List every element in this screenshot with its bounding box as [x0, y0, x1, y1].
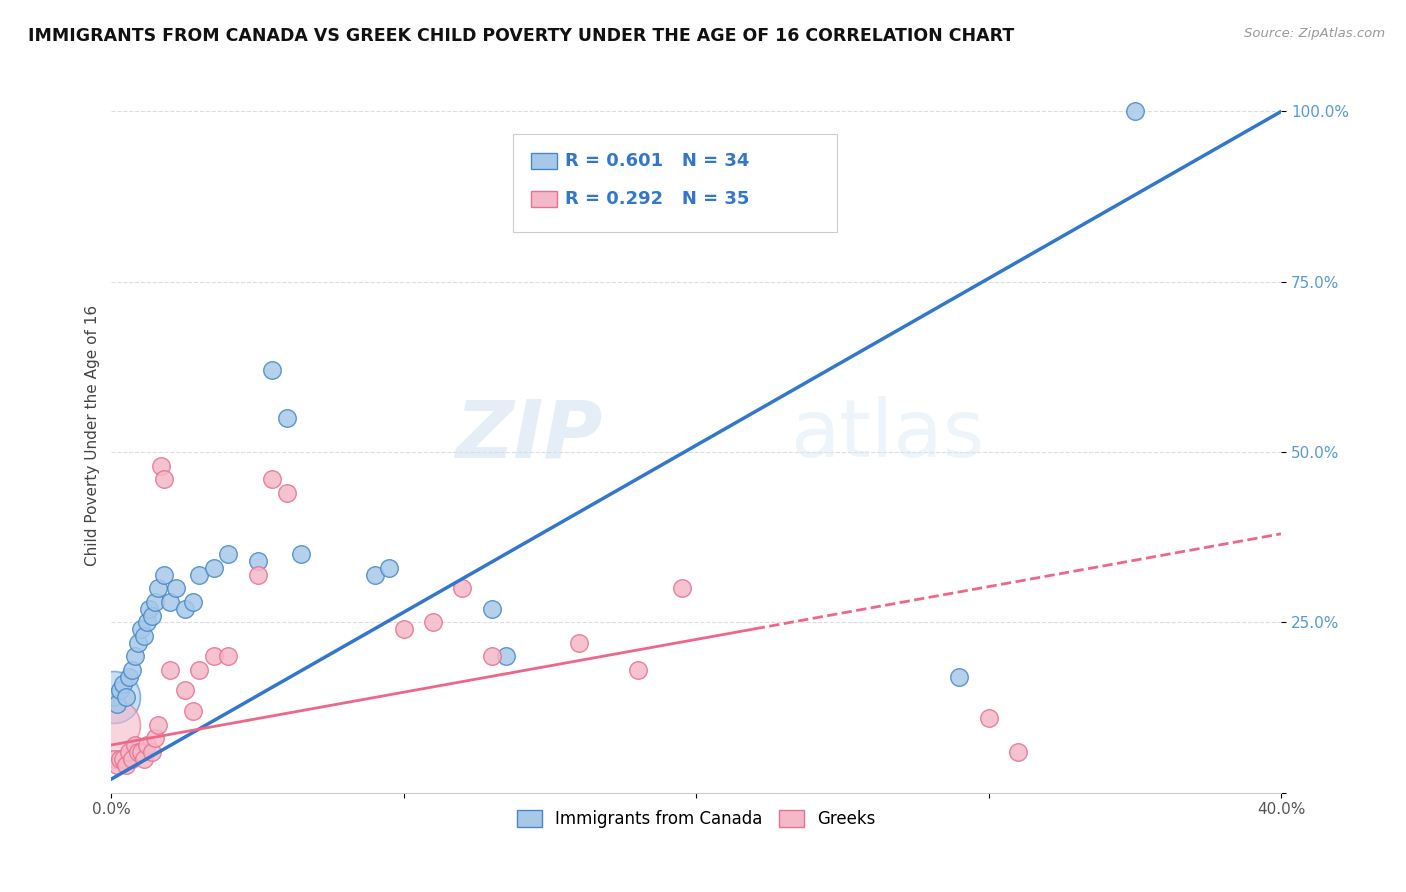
- Point: [103, 717, 125, 731]
- Point: [132, 751, 155, 765]
- Point: [217, 649, 239, 664]
- Point: [129, 745, 152, 759]
- Point: [105, 758, 128, 772]
- Point: [165, 582, 187, 596]
- Point: [118, 745, 141, 759]
- Text: ZIP: ZIP: [456, 396, 603, 474]
- Point: [105, 697, 128, 711]
- Point: [129, 622, 152, 636]
- Point: [1007, 745, 1029, 759]
- Point: [124, 738, 146, 752]
- Point: [977, 711, 1000, 725]
- Point: [202, 561, 225, 575]
- Legend: Immigrants from Canada, Greeks: Immigrants from Canada, Greeks: [510, 803, 883, 834]
- Point: [153, 472, 176, 486]
- Point: [173, 601, 195, 615]
- Point: [141, 745, 163, 759]
- Point: [948, 670, 970, 684]
- Point: [276, 411, 298, 425]
- Point: [451, 582, 474, 596]
- Point: [103, 690, 125, 705]
- Point: [246, 567, 269, 582]
- Point: [181, 704, 204, 718]
- Point: [422, 615, 444, 630]
- Point: [148, 582, 170, 596]
- Point: [276, 486, 298, 500]
- Point: [135, 615, 157, 630]
- Point: [246, 554, 269, 568]
- Point: [568, 636, 591, 650]
- Point: [143, 595, 166, 609]
- Point: [481, 601, 503, 615]
- Point: [138, 601, 160, 615]
- Point: [103, 751, 125, 765]
- Point: [217, 547, 239, 561]
- Point: [112, 751, 135, 765]
- Point: [181, 595, 204, 609]
- Point: [148, 717, 170, 731]
- Point: [363, 567, 385, 582]
- Point: [127, 745, 149, 759]
- Point: [262, 472, 284, 486]
- Point: [124, 649, 146, 664]
- Point: [153, 567, 176, 582]
- Point: [495, 649, 517, 664]
- Point: [627, 663, 650, 677]
- Point: [202, 649, 225, 664]
- Point: [108, 683, 131, 698]
- Point: [112, 676, 135, 690]
- Point: [115, 690, 138, 705]
- Point: [121, 751, 143, 765]
- Text: IMMIGRANTS FROM CANADA VS GREEK CHILD POVERTY UNDER THE AGE OF 16 CORRELATION CH: IMMIGRANTS FROM CANADA VS GREEK CHILD PO…: [28, 27, 1014, 45]
- Point: [121, 663, 143, 677]
- Point: [150, 458, 173, 473]
- Text: R = 0.292   N = 35: R = 0.292 N = 35: [565, 190, 749, 208]
- Point: [188, 567, 211, 582]
- Point: [141, 608, 163, 623]
- Point: [159, 663, 181, 677]
- Text: R = 0.601   N = 34: R = 0.601 N = 34: [565, 152, 749, 169]
- Point: [159, 595, 181, 609]
- Point: [671, 582, 693, 596]
- Point: [132, 629, 155, 643]
- Point: [135, 738, 157, 752]
- Point: [173, 683, 195, 698]
- Point: [290, 547, 312, 561]
- Point: [262, 363, 284, 377]
- Point: [378, 561, 401, 575]
- Point: [118, 670, 141, 684]
- Point: [481, 649, 503, 664]
- Point: [143, 731, 166, 746]
- Point: [188, 663, 211, 677]
- Point: [115, 758, 138, 772]
- Point: [103, 690, 125, 705]
- Y-axis label: Child Poverty Under the Age of 16: Child Poverty Under the Age of 16: [86, 304, 100, 566]
- Point: [1123, 104, 1146, 119]
- Text: Source: ZipAtlas.com: Source: ZipAtlas.com: [1244, 27, 1385, 40]
- Point: [392, 622, 415, 636]
- Text: atlas: atlas: [790, 396, 984, 474]
- Point: [108, 751, 131, 765]
- Point: [127, 636, 149, 650]
